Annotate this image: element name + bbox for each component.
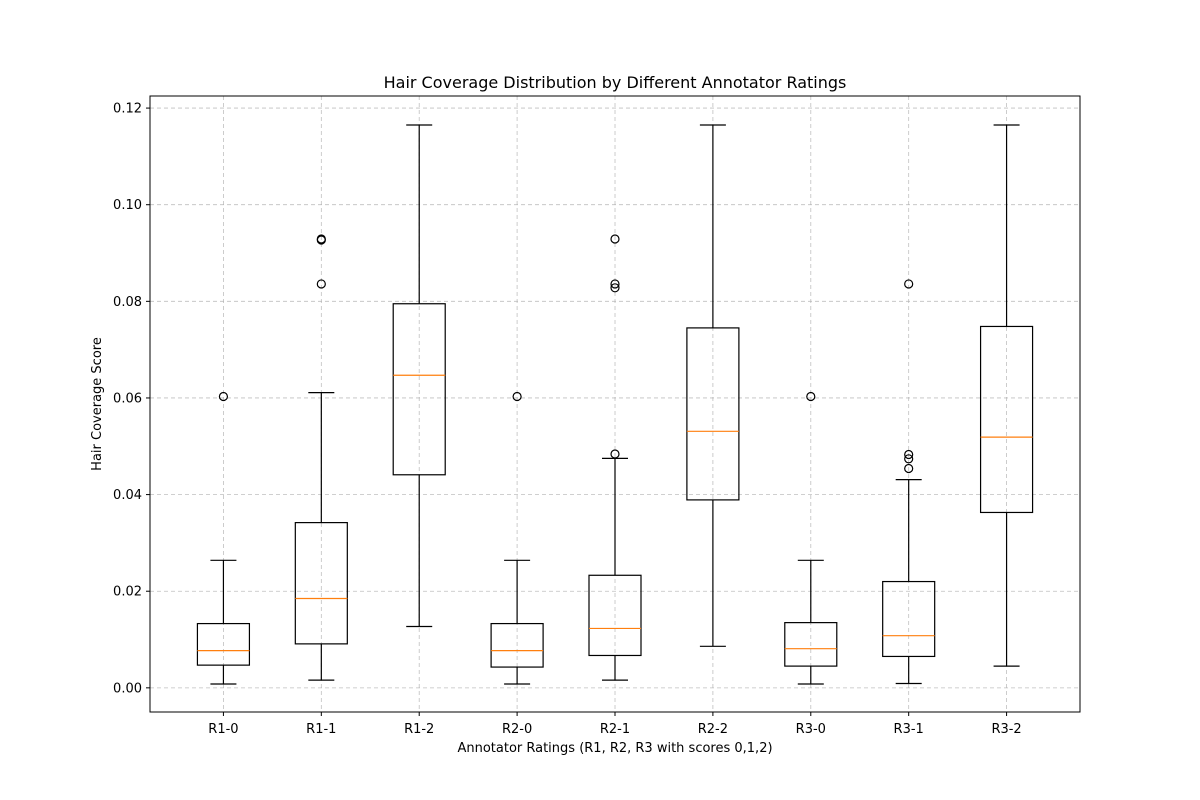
x-tick-label: R1-1 — [306, 722, 336, 737]
outlier-point — [610, 449, 620, 459]
x-tick-label: R3-2 — [991, 722, 1021, 737]
outlier-point — [904, 279, 914, 289]
box-r2-1 — [588, 234, 642, 681]
iqr-box — [882, 580, 936, 658]
outlier-point — [610, 283, 620, 293]
iqr-box — [784, 622, 838, 667]
y-tick-label: 0.02 — [113, 585, 142, 600]
y-axis: 0.00 0.02 0.04 0.06 0.08 0.10 0.12 — [113, 102, 150, 696]
outlier-point — [316, 279, 326, 289]
outlier-point — [610, 279, 620, 289]
outlier-point — [218, 391, 229, 402]
y-tick-label: 0.10 — [113, 198, 142, 213]
box-r1-0 — [196, 391, 251, 685]
outlier-point — [904, 463, 914, 474]
box-r3-2 — [979, 124, 1034, 667]
x-tick-label: R2-1 — [600, 722, 630, 737]
x-tick-label: R1-0 — [208, 722, 238, 737]
x-tick-label: R1-2 — [404, 722, 434, 737]
x-axis-label: Annotator Ratings (R1, R2, R3 with score… — [457, 741, 772, 756]
box-r1-2 — [392, 124, 446, 628]
x-tick-label: R2-2 — [698, 722, 728, 737]
iqr-box — [196, 622, 251, 666]
outlier-point — [512, 391, 522, 402]
outlier-point — [904, 454, 914, 464]
x-tick-label: R2-0 — [502, 722, 532, 737]
y-tick-label: 0.06 — [113, 391, 142, 406]
box-r2-0 — [490, 391, 544, 685]
iqr-box — [979, 325, 1034, 514]
x-axis: R1-0 R1-1 R1-2 R2-0 R2-1 R2-2 R3-0 R3-1 R3-2 — [208, 712, 1022, 737]
box-r3-0 — [784, 391, 838, 685]
boxes-layer — [196, 124, 1034, 685]
outlier-point — [316, 234, 326, 244]
iqr-box — [588, 574, 642, 657]
y-tick-label: 0.08 — [113, 295, 142, 310]
y-axis-label: Hair Coverage Score — [90, 337, 105, 471]
y-tick-label: 0.12 — [113, 102, 142, 117]
box-r2-2 — [686, 124, 740, 647]
y-tick-label: 0.00 — [113, 681, 142, 696]
iqr-box — [294, 522, 348, 645]
x-tick-label: R3-1 — [894, 722, 924, 737]
outlier-point — [610, 234, 620, 244]
grid-lines — [150, 96, 1080, 712]
iqr-box — [490, 622, 544, 668]
outlier-point — [904, 449, 914, 460]
iqr-box — [686, 327, 740, 501]
box-r1-1 — [294, 234, 348, 681]
x-tick-label: R3-0 — [796, 722, 826, 737]
outlier-point — [806, 391, 816, 402]
y-tick-label: 0.04 — [113, 488, 142, 503]
iqr-box — [392, 303, 446, 476]
chart-title: Hair Coverage Distribution by Different … — [384, 73, 847, 92]
box-r3-1 — [882, 279, 936, 685]
